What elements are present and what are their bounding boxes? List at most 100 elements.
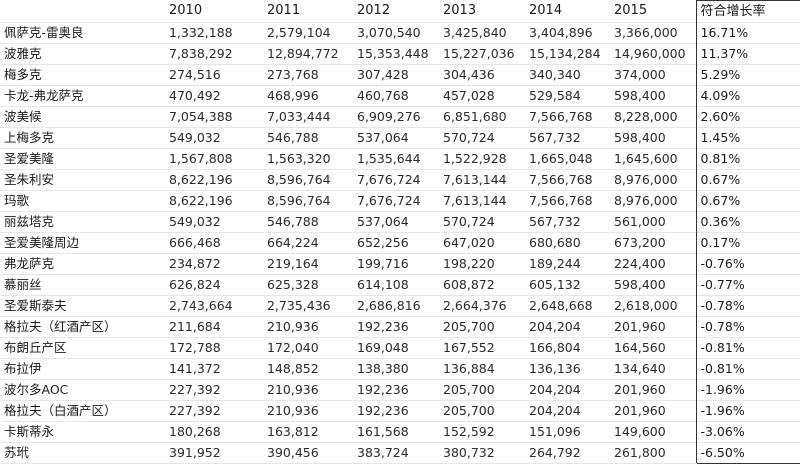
region-name-cell: 苏玳: [0, 442, 165, 464]
region-name-cell: 布拉伊: [0, 358, 165, 380]
value-cell: 7,676,724: [353, 190, 439, 212]
value-cell: 163,812: [263, 421, 353, 443]
header-year: 2010: [169, 3, 203, 19]
region-name-cell: 波雅克: [0, 43, 165, 65]
value-cell: 1,332,188: [165, 22, 263, 44]
table-row: 波雅克 7,838,292 12,894,772 15,353,448 15,227,0…: [0, 43, 800, 65]
value-cell: 8,976,000: [610, 169, 696, 191]
table-row: 圣爱斯泰夫 2,743,664 2,735,436 2,686,816 2,664,37…: [0, 295, 800, 317]
value-cell: 192,236: [353, 379, 439, 401]
growth-rate-cell: 0.67%: [695, 169, 800, 191]
value-cell: 12,894,772: [263, 43, 353, 65]
value-cell: 7,566,768: [525, 106, 610, 128]
header-row: 2010 2011 2012 2013 2014 2015 符合增长率: [0, 0, 800, 23]
value-cell: 201,960: [610, 379, 696, 401]
value-cell: 561,000: [610, 211, 696, 233]
table-row: 弗龙萨克 234,872 219,164 199,716 198,220 189,244 2…: [0, 253, 800, 275]
value-cell: 549,032: [165, 127, 263, 149]
growth-rate-cell: 4.09%: [695, 85, 800, 107]
value-cell: 169,048: [353, 337, 439, 359]
growth-rate-cell: -3.06%: [695, 421, 800, 443]
region-name-cell: 格拉夫（白酒产区）: [0, 400, 165, 422]
value-cell: 546,788: [263, 127, 353, 149]
value-cell: 680,680: [525, 232, 610, 254]
value-cell: 227,392: [165, 379, 263, 401]
value-cell: 192,236: [353, 316, 439, 338]
value-cell: 205,700: [439, 400, 525, 422]
value-cell: 8,228,000: [610, 106, 696, 128]
value-cell: 211,684: [165, 316, 263, 338]
value-cell: 391,952: [165, 442, 263, 464]
growth-rate-cell: -0.78%: [695, 295, 800, 317]
table-row: 圣朱利安 8,622,196 8,596,764 7,676,724 7,613,144…: [0, 169, 800, 191]
growth-rate-cell: 0.67%: [695, 190, 800, 212]
value-cell: 570,724: [439, 127, 525, 149]
value-cell: 2,664,376: [439, 295, 525, 317]
table-row: 玛歌 8,622,196 8,596,764 7,676,724 7,613,144 7,…: [0, 190, 800, 212]
table-row: 圣爱美隆 1,567,808 1,563,320 1,535,644 1,522,928…: [0, 148, 800, 170]
value-cell: 210,936: [263, 379, 353, 401]
table-row: 梅多克 274,516 273,768 307,428 304,436 340,340 37…: [0, 64, 800, 86]
region-name-cell: 圣爱美隆周边: [0, 232, 165, 254]
region-name-cell: 圣爱斯泰夫: [0, 295, 165, 317]
value-cell: 2,686,816: [353, 295, 439, 317]
header-year: 2014: [529, 3, 563, 19]
value-cell: 141,372: [165, 358, 263, 380]
region-name-cell: 波尔多AOC: [0, 379, 165, 401]
region-name-cell: 圣朱利安: [0, 169, 165, 191]
value-cell: 151,096: [525, 421, 610, 443]
value-cell: 274,516: [165, 64, 263, 86]
value-cell: 468,996: [263, 85, 353, 107]
value-cell: 273,768: [263, 64, 353, 86]
header-growth-rate: 符合增长率: [695, 0, 800, 23]
value-cell: 161,568: [353, 421, 439, 443]
region-name-cell: 卡斯蒂永: [0, 421, 165, 443]
region-name-cell: 上梅多克: [0, 127, 165, 149]
value-cell: 201,960: [610, 316, 696, 338]
value-cell: 15,227,036: [439, 43, 525, 65]
table-row: 波美候 7,054,388 7,033,444 6,909,276 6,851,680 7…: [0, 106, 800, 128]
value-cell: 3,404,896: [525, 22, 610, 44]
growth-rate-cell: 11.37%: [695, 43, 800, 65]
header-year: 2013: [443, 3, 477, 19]
value-cell: 3,070,540: [353, 22, 439, 44]
region-name-cell: 布朗丘产区: [0, 337, 165, 359]
region-name-cell: 弗龙萨克: [0, 253, 165, 275]
value-cell: 3,425,840: [439, 22, 525, 44]
region-name-cell: 玛歌: [0, 190, 165, 212]
table-row: 佩萨克-雷奥良 1,332,188 2,579,104 3,070,540 3,425,…: [0, 22, 800, 44]
value-cell: 136,136: [525, 358, 610, 380]
growth-rate-cell: -1.96%: [695, 400, 800, 422]
value-cell: 166,804: [525, 337, 610, 359]
value-cell: 224,400: [610, 253, 696, 275]
value-cell: 625,328: [263, 274, 353, 296]
value-cell: 6,909,276: [353, 106, 439, 128]
value-cell: 2,579,104: [263, 22, 353, 44]
table-row: 布拉伊 141,372 148,852 138,380 136,884 136,136 13…: [0, 358, 800, 380]
value-cell: 152,592: [439, 421, 525, 443]
value-cell: 204,204: [525, 400, 610, 422]
value-cell: 8,596,764: [263, 190, 353, 212]
table-body: 佩萨克-雷奥良 1,332,188 2,579,104 3,070,540 3,425,…: [0, 22, 800, 464]
value-cell: 1,535,644: [353, 148, 439, 170]
value-cell: 605,132: [525, 274, 610, 296]
table-row: 波尔多AOC 227,392 210,936 192,236 205,700 204,20…: [0, 379, 800, 401]
value-cell: 647,020: [439, 232, 525, 254]
value-cell: 614,108: [353, 274, 439, 296]
value-cell: 2,648,668: [525, 295, 610, 317]
value-cell: 205,700: [439, 316, 525, 338]
value-cell: 598,400: [610, 127, 696, 149]
value-cell: 204,204: [525, 316, 610, 338]
value-cell: 264,792: [525, 442, 610, 464]
value-cell: 8,596,764: [263, 169, 353, 191]
value-cell: 546,788: [263, 211, 353, 233]
value-cell: 7,613,144: [439, 169, 525, 191]
growth-rate-cell: 0.36%: [695, 211, 800, 233]
region-name-cell: 慕丽丝: [0, 274, 165, 296]
region-name-cell: 丽兹塔克: [0, 211, 165, 233]
region-name-cell: 格拉夫（红酒产区）: [0, 316, 165, 338]
value-cell: 374,000: [610, 64, 696, 86]
value-cell: 7,054,388: [165, 106, 263, 128]
header-region: [0, 1, 165, 23]
value-cell: 14,960,000: [610, 43, 696, 65]
